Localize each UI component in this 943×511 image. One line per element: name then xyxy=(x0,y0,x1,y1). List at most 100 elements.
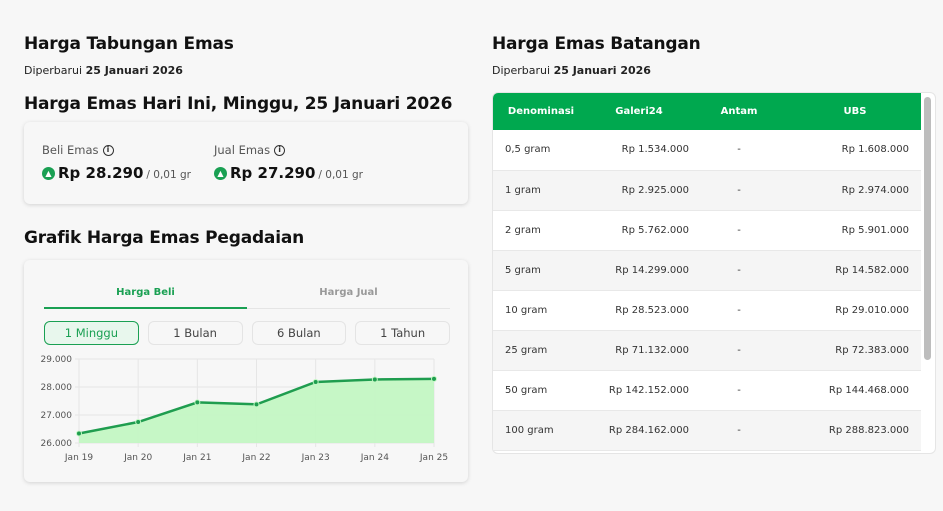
chart-section-title: Grafik Harga Emas Pegadaian xyxy=(24,228,305,248)
area-fill xyxy=(79,378,434,443)
batangan-updated: Diperbarui 25 Januari 2026 xyxy=(492,64,651,77)
galeri24-price-cell: Rp 5.762.000 xyxy=(589,210,689,251)
range-1-tahun[interactable]: 1 Tahun xyxy=(355,321,450,345)
table-row: 1 gram Rp 2.925.000- Rp 2.974.000 xyxy=(493,170,921,211)
galeri24-price-cell: Rp 1.534.000 xyxy=(589,130,689,171)
denomination-cell: 2 gram xyxy=(493,210,589,251)
updated-date: 25 Januari 2026 xyxy=(553,64,651,77)
galeri24-price-cell: Rp 284.162.000 xyxy=(589,410,689,451)
updated-prefix: Diperbarui xyxy=(24,64,83,77)
denomination-cell: 0,5 gram xyxy=(493,130,589,171)
jual-emas-block: Jual Emas i ▲ Rp 27.290 / 0,01 gr xyxy=(214,143,363,182)
chart-card: Harga Beli Harga Jual 1 Minggu 1 Bulan 6… xyxy=(24,260,468,482)
chevron-up-icon: ▲ xyxy=(214,166,227,180)
chevron-up-icon: ▲ xyxy=(42,166,55,180)
price-type-tabs: Harga Beli Harga Jual xyxy=(44,279,450,309)
ubs-price-cell: Rp 29.010.000 xyxy=(789,290,921,331)
ubs-price-cell: Rp 14.582.000 xyxy=(789,250,921,291)
range-1-bulan[interactable]: 1 Bulan xyxy=(147,321,243,345)
jual-emas-unit: / 0,01 gr xyxy=(318,169,363,181)
denomination-cell: 100 gram xyxy=(493,410,589,451)
table-row: 50 gram Rp 142.152.000- Rp 144.468.000 xyxy=(493,370,921,411)
antam-price-cell: - xyxy=(689,370,789,411)
batangan-title: Harga Emas Batangan xyxy=(492,34,701,54)
y-tick-label: 29.000 xyxy=(41,355,73,365)
tabungan-title: Harga Tabungan Emas xyxy=(24,34,234,54)
column-header: Denominasi xyxy=(493,93,589,130)
column-header: UBS xyxy=(789,93,921,130)
gold-bar-table-container: Denominasi Galeri24 Antam UBS 0,5 gram Rp… xyxy=(492,92,936,454)
x-tick-label: Jan 21 xyxy=(182,453,211,463)
info-icon[interactable]: i xyxy=(274,144,286,156)
galeri24-price-cell: Rp 142.152.000 xyxy=(589,370,689,411)
tabungan-updated: Diperbarui 25 Januari 2026 xyxy=(24,64,183,77)
today-price-card: Beli Emas i ▲ Rp 28.290 / 0,01 gr Jual Em… xyxy=(24,122,468,204)
table-scrollbar[interactable] xyxy=(924,97,931,360)
column-header: Galeri24 xyxy=(589,93,689,130)
x-tick-label: Jan 19 xyxy=(64,453,93,463)
table-row: 100 gram Rp 284.162.000- Rp 288.823.000 xyxy=(493,410,921,451)
ubs-price-cell: Rp 288.823.000 xyxy=(789,410,921,451)
info-icon[interactable]: i xyxy=(102,144,114,156)
column-header: Antam xyxy=(689,93,789,130)
jual-emas-label: Jual Emas xyxy=(214,143,271,157)
denomination-cell: 25 gram xyxy=(493,330,589,371)
antam-price-cell: - xyxy=(689,410,789,451)
x-tick-label: Jan 24 xyxy=(360,453,389,463)
today-price-title: Harga Emas Hari Ini, Minggu, 25 Januari … xyxy=(24,94,453,114)
denomination-cell: 50 gram xyxy=(493,370,589,411)
ubs-price-cell: Rp 5.901.000 xyxy=(789,210,921,251)
antam-price-cell: - xyxy=(689,130,789,171)
y-tick-label: 26.000 xyxy=(41,439,73,449)
y-tick-label: 28.000 xyxy=(41,383,73,393)
data-point[interactable] xyxy=(371,376,378,383)
gold-bar-table: Denominasi Galeri24 Antam UBS 0,5 gram Rp… xyxy=(493,93,921,451)
table-row: 5 gram Rp 14.299.000- Rp 14.582.000 xyxy=(493,250,921,291)
data-point[interactable] xyxy=(135,419,142,425)
updated-date: 25 Januari 2026 xyxy=(85,64,183,77)
galeri24-price-cell: Rp 28.523.000 xyxy=(589,290,689,331)
beli-emas-block: Beli Emas i ▲ Rp 28.290 / 0,01 gr xyxy=(42,143,191,182)
table-row: 25 gram Rp 71.132.000- Rp 72.383.000 xyxy=(493,330,921,371)
antam-price-cell: - xyxy=(689,330,789,371)
ubs-price-cell: Rp 2.974.000 xyxy=(789,170,921,211)
x-tick-label: Jan 25 xyxy=(419,453,448,463)
beli-emas-unit: / 0,01 gr xyxy=(146,169,191,181)
range-selector: 1 Minggu 1 Bulan 6 Bulan 1 Tahun xyxy=(44,321,450,345)
antam-price-cell: - xyxy=(689,210,789,251)
range-1-minggu[interactable]: 1 Minggu xyxy=(44,321,139,345)
denomination-cell: 10 gram xyxy=(493,290,589,331)
table-header-row: Denominasi Galeri24 Antam UBS xyxy=(493,93,921,130)
price-chart: 29.000 28.000 27.000 26.000 Jan 19 Jan 20 Jan … xyxy=(41,355,449,463)
galeri24-price-cell: Rp 2.925.000 xyxy=(589,170,689,211)
beli-emas-label: Beli Emas xyxy=(42,143,99,157)
x-tick-label: Jan 23 xyxy=(301,453,330,463)
denomination-cell: 5 gram xyxy=(493,250,589,291)
galeri24-price-cell: Rp 14.299.000 xyxy=(589,250,689,291)
galeri24-price-cell: Rp 71.132.000 xyxy=(589,330,689,371)
y-tick-label: 27.000 xyxy=(41,411,73,421)
ubs-price-cell: Rp 72.383.000 xyxy=(789,330,921,371)
data-point[interactable] xyxy=(312,378,319,385)
range-6-bulan[interactable]: 6 Bulan xyxy=(251,321,347,345)
denomination-cell: 1 gram xyxy=(493,170,589,211)
tab-harga-jual[interactable]: Harga Jual xyxy=(319,287,378,298)
data-point[interactable] xyxy=(431,375,437,382)
data-point[interactable] xyxy=(194,399,201,406)
ubs-price-cell: Rp 144.468.000 xyxy=(789,370,921,411)
beli-emas-value: Rp 28.290 xyxy=(58,164,144,182)
antam-price-cell: - xyxy=(689,250,789,291)
table-row: 0,5 gram Rp 1.534.000- Rp 1.608.000 xyxy=(493,130,921,171)
updated-prefix: Diperbarui xyxy=(492,64,551,77)
data-point[interactable] xyxy=(253,401,260,408)
table-row: 2 gram Rp 5.762.000- Rp 5.901.000 xyxy=(493,210,921,251)
x-tick-label: Jan 20 xyxy=(123,453,152,463)
table-row: 10 gram Rp 28.523.000- Rp 29.010.000 xyxy=(493,290,921,331)
antam-price-cell: - xyxy=(689,170,789,211)
x-tick-label: Jan 22 xyxy=(241,453,270,463)
jual-emas-value: Rp 27.290 xyxy=(230,164,316,182)
ubs-price-cell: Rp 1.608.000 xyxy=(789,130,921,171)
tab-harga-beli[interactable]: Harga Beli xyxy=(44,279,247,309)
data-point[interactable] xyxy=(76,430,82,437)
antam-price-cell: - xyxy=(689,290,789,331)
